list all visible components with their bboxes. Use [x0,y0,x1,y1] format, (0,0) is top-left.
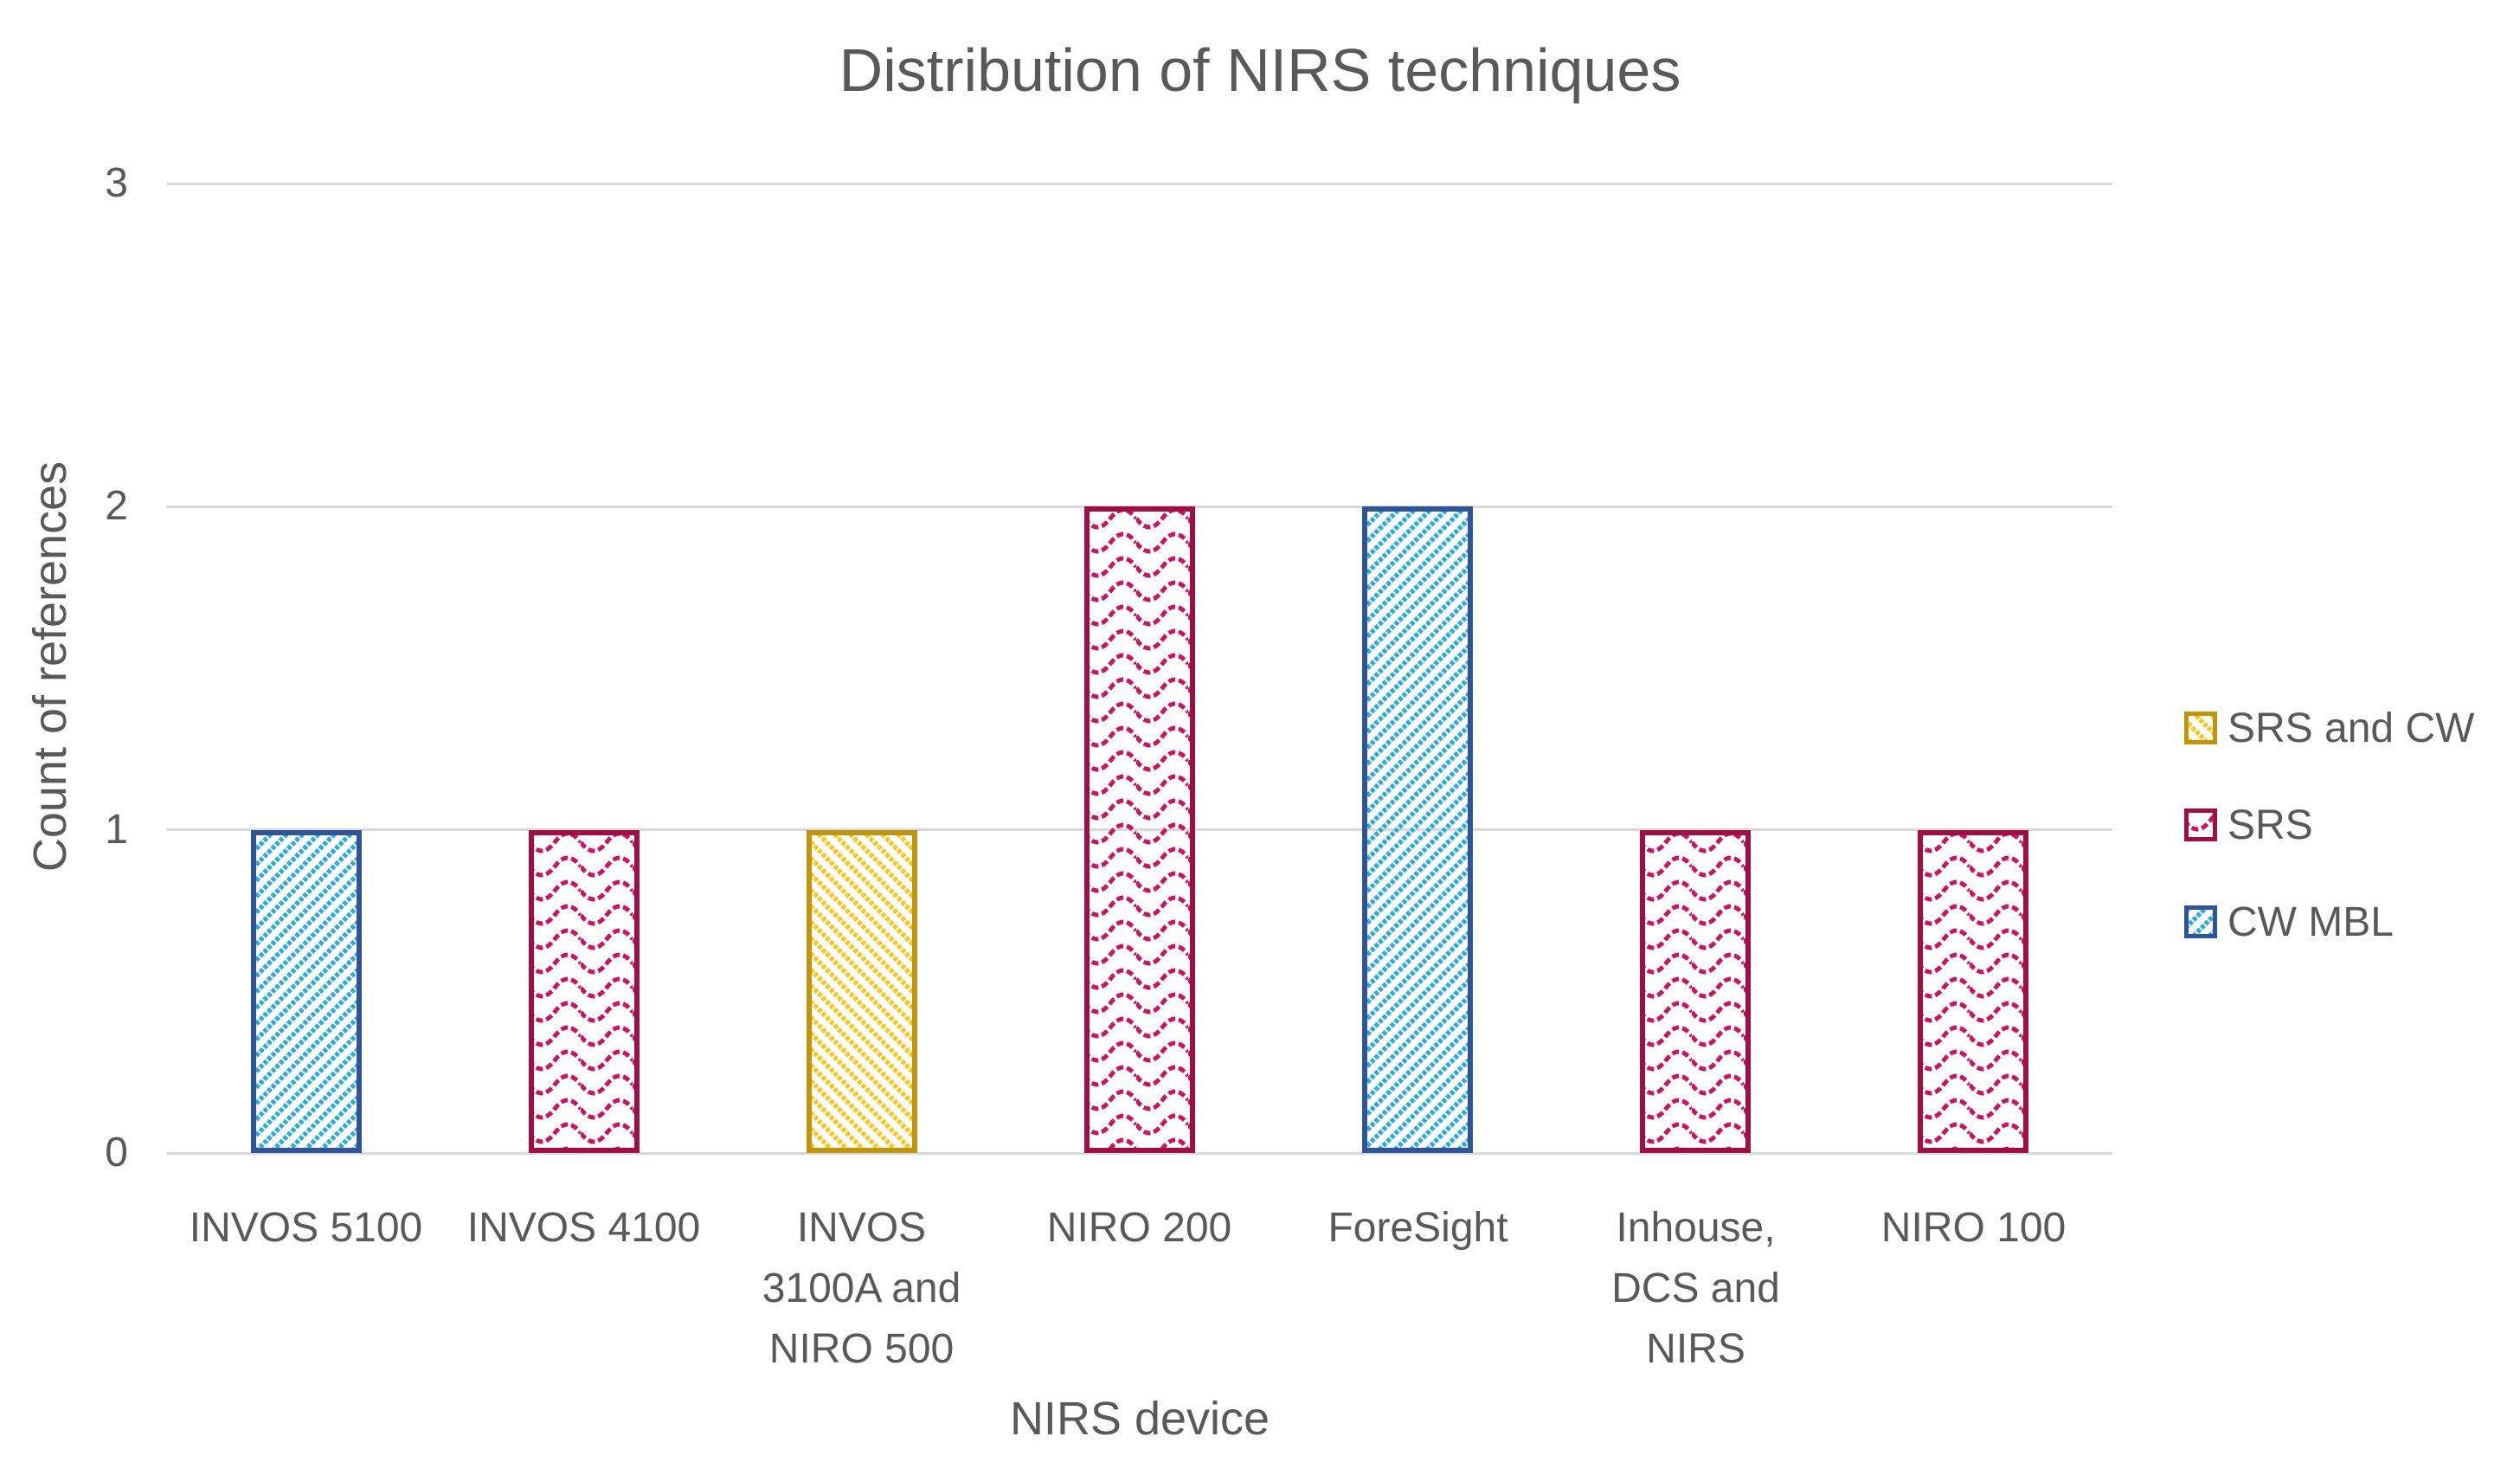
x-axis-label-line: INVOS 4100 [466,1205,701,1251]
y-tick-label-0: 0 [105,1130,128,1175]
x-axis-label-line: INVOS 5100 [189,1205,423,1251]
bar-invos-3100a-and-niro-500 [807,830,917,1153]
x-axis-label-line: INVOS [796,1205,927,1251]
x-axis-label-line: NIRO 200 [1046,1205,1232,1251]
y-tick-label-1: 1 [105,806,128,853]
x-axis-label-foresight: ForeSight [1279,1198,1557,1259]
bar-foresight [1362,506,1473,1153]
x-axis-label-line: ForeSight [1328,1205,1508,1251]
y-tick-label-2: 2 [105,483,128,530]
x-axis-label-line: 3100A and [762,1266,961,1311]
bar-invos-5100 [251,830,362,1153]
bar-niro-100 [1918,830,2028,1153]
legend-label: CW MBL [2228,899,2394,945]
y-tick-label-3: 3 [105,160,128,206]
legend-item-srs-and-cw: SRS and CW [2184,703,2474,753]
x-axis-label-invos-5100: INVOS 5100 [167,1198,445,1259]
x-axis-label-line: NIRO 100 [1880,1205,2067,1251]
legend-label: SRS [2228,802,2313,848]
x-axis-label-niro-200: NIRO 200 [1000,1198,1278,1259]
bar-niro-200 [1084,506,1195,1153]
gridline-0 [167,1151,2112,1155]
legend-item-cw-mbl: CW MBL [2184,897,2474,947]
bar-inhouse-dcs-and-nirs [1640,830,1751,1153]
x-axis-label-line: Inhouse, [1616,1205,1776,1251]
chart-title: Distribution of NIRS techniques [839,36,1681,104]
legend: SRS and CW SRS CW MBL [2184,703,2474,994]
x-axis-label-line: DCS and [1611,1266,1780,1311]
legend-item-srs: SRS [2184,800,2474,850]
legend-label: SRS and CW [2228,705,2475,751]
bar-invos-4100 [529,830,640,1153]
x-axis-label-niro-100: NIRO 100 [1835,1198,2112,1259]
gridline-3 [167,182,2112,185]
x-axis-label-line: NIRO 500 [768,1326,955,1372]
x-axis-label-line: NIRS [1646,1326,1745,1372]
x-axis-label-inhouse-dcs-and-nirs: Inhouse, DCS and NIRS [1557,1198,1835,1380]
x-axis-title: NIRS device [1009,1393,1270,1445]
legend-swatch-srs [2184,808,2217,841]
x-axis-label-invos-3100a-and-niro-500: INVOS 3100A and NIRO 500 [723,1198,1000,1380]
legend-swatch-srs-and-cw [2184,712,2217,744]
legend-swatch-cw-mbl [2184,905,2217,938]
x-axis-label-invos-4100: INVOS 4100 [445,1198,723,1259]
